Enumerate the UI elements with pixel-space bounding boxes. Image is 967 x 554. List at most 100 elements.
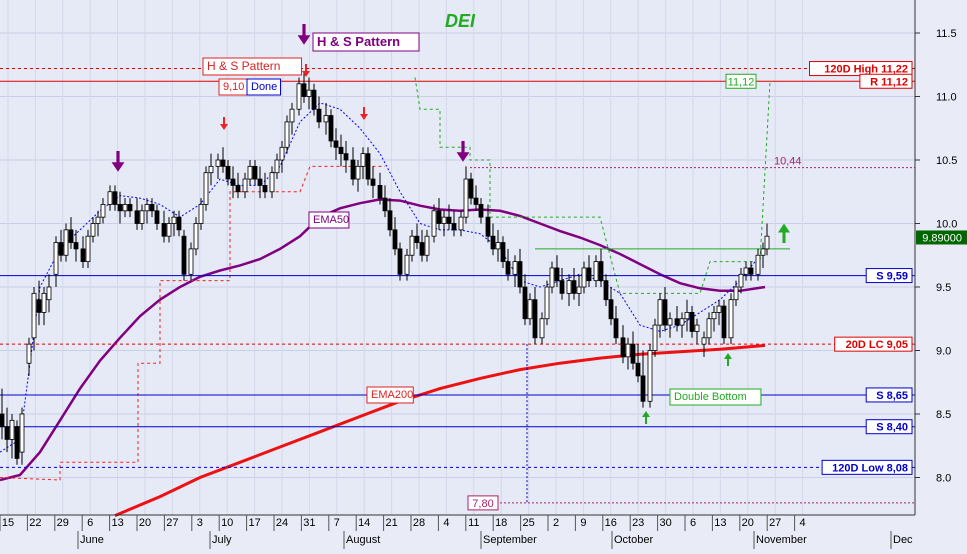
month-label: September (483, 534, 537, 546)
candle-body (424, 235, 430, 256)
candle-body (107, 191, 113, 205)
candle-body (635, 362, 641, 377)
candle-body (517, 261, 523, 288)
candle-body (458, 216, 464, 231)
double-bottom-label: Double Bottom (674, 391, 747, 403)
y-axis-panel (915, 0, 967, 515)
x-tick-label: 29 (57, 517, 69, 529)
candle-body (198, 204, 204, 224)
candle-body (360, 153, 366, 167)
x-tick-label: 13 (714, 517, 726, 529)
x-tick-label: 27 (769, 517, 781, 529)
x-tick-label: 16 (605, 517, 617, 529)
level-label: S 9,59 (876, 271, 908, 283)
candle-body (252, 165, 258, 180)
candle-body (323, 115, 329, 123)
candle-body (127, 204, 133, 212)
candle-body (112, 191, 118, 205)
candle-body (485, 216, 491, 237)
level-label-box (865, 268, 913, 284)
x-tick-label: 3 (197, 517, 203, 529)
level-label-box (865, 387, 913, 403)
candle-body (532, 299, 538, 339)
candle-body (316, 108, 322, 123)
candle-body (392, 229, 398, 250)
annotations-layer: 11,12 10,44 7,80 H & S Pattern H & S Pattern… (111, 24, 802, 511)
candle-body (328, 115, 334, 142)
candle-body (706, 318, 712, 339)
x-tick-label: 6 (87, 517, 93, 529)
candle-body (404, 254, 410, 275)
level-label: S 8,40 (876, 422, 908, 434)
candle-body (247, 165, 253, 180)
candle-body (748, 267, 754, 275)
candle-body (149, 204, 155, 212)
candle-body (95, 216, 101, 224)
candle-body (14, 426, 20, 459)
candle-body (446, 216, 452, 224)
candle-body (414, 235, 420, 243)
ema50-label: EMA50 (313, 214, 349, 226)
level-label-box (865, 419, 913, 435)
candle-body (451, 223, 457, 231)
x-axis-panel (0, 515, 967, 549)
x-tick-label: 13 (111, 517, 123, 529)
candle-body (419, 242, 425, 256)
candle-body (755, 254, 761, 275)
down-arrow-purple (297, 35, 311, 45)
down-arrow-red (360, 114, 368, 120)
level-label: S 8,65 (876, 390, 908, 402)
ema200-line (114, 343, 766, 517)
candle-body (46, 286, 52, 301)
candle-body (657, 299, 663, 326)
candle-body (161, 223, 167, 237)
x-tick-label: 9 (580, 517, 586, 529)
candle-body (144, 204, 150, 212)
candle-body (549, 267, 555, 288)
month-label: Dec (893, 534, 913, 546)
x-tick-label: 7 (334, 517, 340, 529)
candle-body (625, 343, 631, 358)
up-arrow-green (724, 353, 732, 359)
candle-body (468, 178, 474, 199)
down-arrow-purple (456, 152, 470, 162)
candle-body (311, 89, 317, 110)
candle-body (441, 216, 447, 224)
candle-body (667, 318, 673, 326)
candle-body (306, 89, 312, 97)
x-tick-label: 6 (690, 517, 696, 529)
candle-body (522, 286, 528, 320)
chart-title: DEI (445, 11, 476, 31)
candle-body (490, 235, 496, 250)
candle-body (500, 242, 506, 263)
candle-body (284, 121, 290, 148)
candle-body (301, 83, 307, 97)
x-tick-label: 21 (385, 517, 397, 529)
gridlines (0, 0, 915, 515)
candle-body (0, 413, 5, 428)
candle-body (409, 235, 415, 256)
candle-body (343, 153, 349, 161)
candle-body (274, 159, 280, 174)
candle-body (544, 286, 550, 320)
candle-body (193, 223, 199, 250)
candle-body (478, 204, 484, 218)
candle-body (279, 146, 285, 161)
x-tick-label: 30 (659, 517, 671, 529)
candle-body (743, 267, 749, 275)
hs-pattern-label-red-box (202, 57, 302, 76)
candle-body (171, 216, 177, 224)
candle-body (215, 159, 221, 167)
candle-body (512, 261, 518, 275)
candle-body (100, 204, 106, 218)
x-tick-label: 4 (443, 517, 449, 529)
candle-body (495, 242, 501, 250)
x-tick-label: 24 (276, 517, 288, 529)
candle-body (436, 210, 442, 224)
candles-layer (0, 71, 770, 465)
month-label: August (346, 534, 380, 546)
x-tick-label: 28 (413, 517, 425, 529)
candle-body (576, 286, 582, 294)
y-tick-label: 9.0 (936, 346, 951, 358)
